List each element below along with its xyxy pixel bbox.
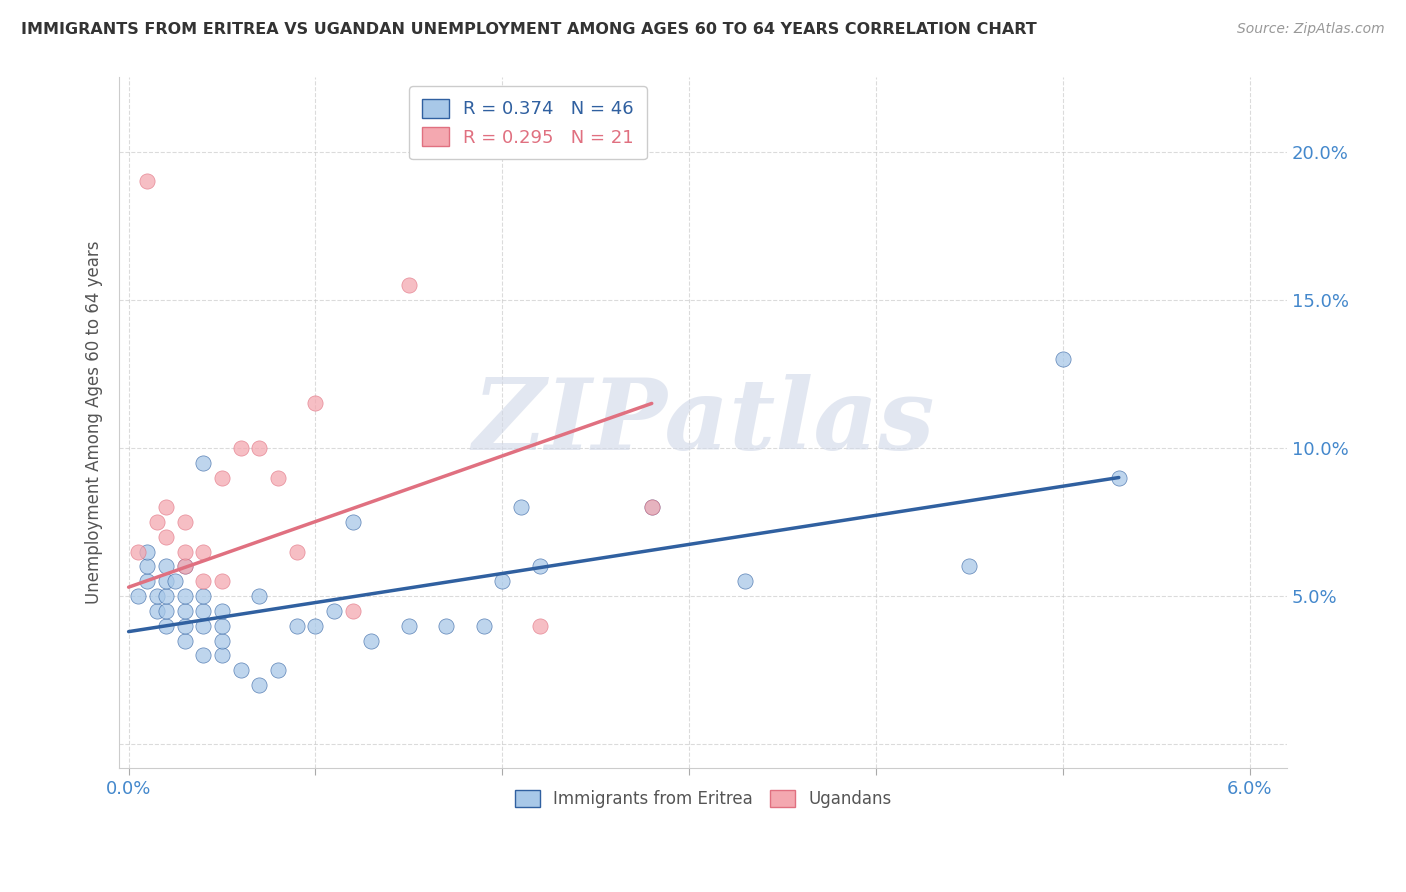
Point <box>304 396 326 410</box>
Point <box>211 633 233 648</box>
Point <box>165 574 187 589</box>
Point <box>155 589 177 603</box>
Point <box>247 441 270 455</box>
Point <box>472 618 495 632</box>
Point <box>155 559 177 574</box>
Point <box>173 515 195 529</box>
Point <box>173 618 195 632</box>
Point <box>136 544 159 558</box>
Point <box>155 574 177 589</box>
Point <box>323 604 346 618</box>
Legend: Immigrants from Eritrea, Ugandans: Immigrants from Eritrea, Ugandans <box>509 783 898 815</box>
Point <box>193 574 215 589</box>
Point <box>155 604 177 618</box>
Point <box>342 515 364 529</box>
Point <box>285 618 308 632</box>
Point <box>127 589 149 603</box>
Point <box>342 604 364 618</box>
Point <box>173 589 195 603</box>
Point <box>193 618 215 632</box>
Point <box>398 277 420 292</box>
Point <box>173 559 195 574</box>
Point <box>173 559 195 574</box>
Point <box>247 678 270 692</box>
Point <box>229 441 252 455</box>
Point <box>145 604 167 618</box>
Point <box>173 633 195 648</box>
Point <box>267 470 290 484</box>
Point <box>145 589 167 603</box>
Point <box>155 618 177 632</box>
Text: ZIPatlas: ZIPatlas <box>472 375 935 471</box>
Point <box>193 544 215 558</box>
Point <box>434 618 457 632</box>
Point <box>734 574 756 589</box>
Text: Source: ZipAtlas.com: Source: ZipAtlas.com <box>1237 22 1385 37</box>
Point <box>211 470 233 484</box>
Point <box>127 544 149 558</box>
Text: IMMIGRANTS FROM ERITREA VS UGANDAN UNEMPLOYMENT AMONG AGES 60 TO 64 YEARS CORREL: IMMIGRANTS FROM ERITREA VS UGANDAN UNEMP… <box>21 22 1036 37</box>
Point <box>529 618 551 632</box>
Point <box>211 604 233 618</box>
Point <box>193 456 215 470</box>
Point <box>193 604 215 618</box>
Point <box>193 589 215 603</box>
Point <box>193 648 215 663</box>
Point <box>247 589 270 603</box>
Point <box>136 574 159 589</box>
Point <box>229 663 252 677</box>
Point <box>145 515 167 529</box>
Point <box>491 574 513 589</box>
Point <box>641 500 664 515</box>
Point <box>285 544 308 558</box>
Point <box>304 618 326 632</box>
Point <box>398 618 420 632</box>
Point <box>136 174 159 188</box>
Y-axis label: Unemployment Among Ages 60 to 64 years: Unemployment Among Ages 60 to 64 years <box>86 241 103 605</box>
Point <box>529 559 551 574</box>
Point <box>136 559 159 574</box>
Point <box>641 500 664 515</box>
Point <box>957 559 980 574</box>
Point <box>211 618 233 632</box>
Point <box>211 574 233 589</box>
Point <box>173 604 195 618</box>
Point <box>510 500 533 515</box>
Point <box>360 633 382 648</box>
Point <box>1052 351 1074 366</box>
Point <box>155 500 177 515</box>
Point <box>173 544 195 558</box>
Point <box>155 530 177 544</box>
Point <box>267 663 290 677</box>
Point <box>211 648 233 663</box>
Point <box>1108 470 1130 484</box>
